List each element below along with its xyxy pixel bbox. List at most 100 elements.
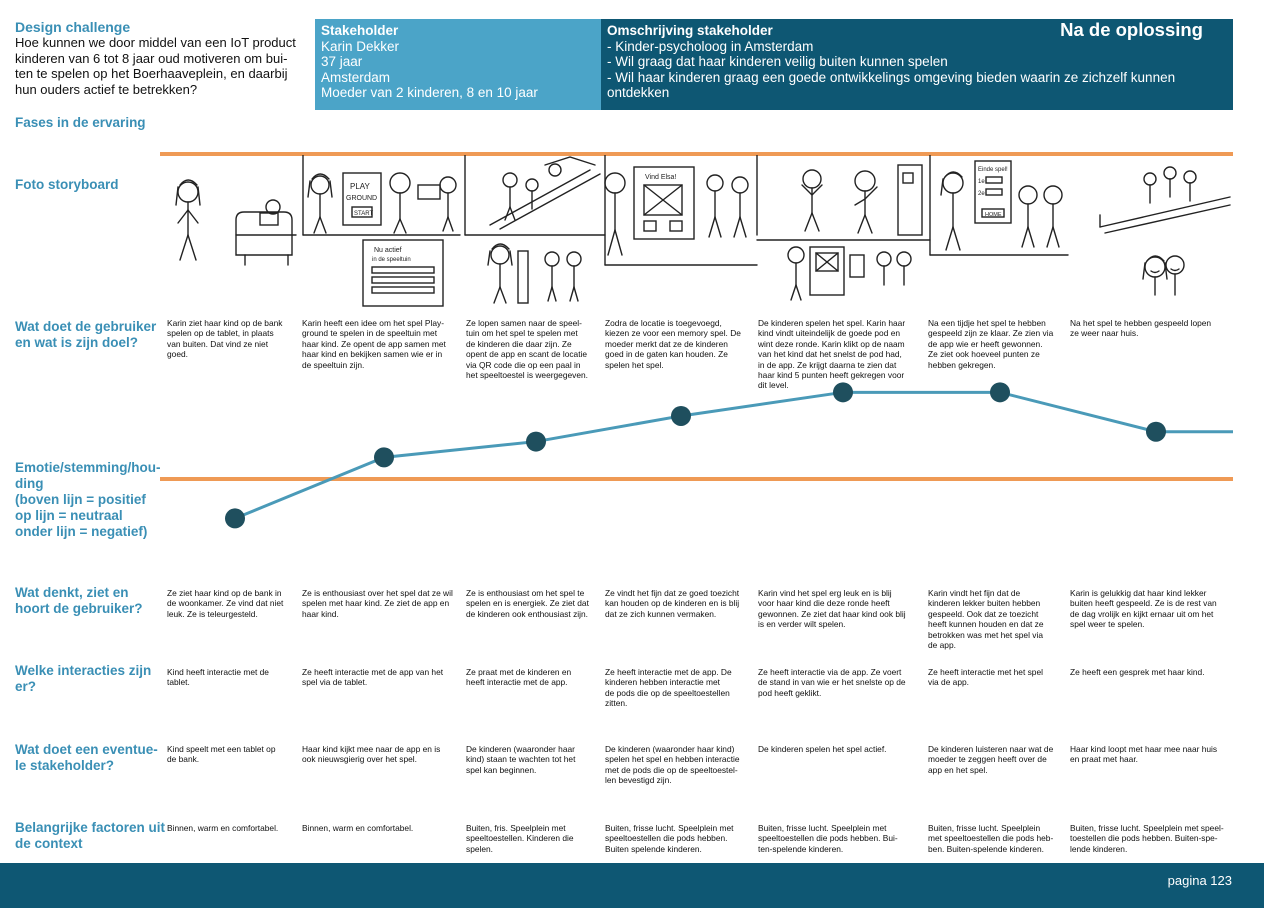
cell-interacties: Ze heeft interactie via de app. Ze voert… [758,667,906,698]
emotion-point [671,405,691,426]
design-challenge-title: Design challenge [15,19,131,35]
cell-line: Buiten, frisse lucht. Speelplein met spe… [1070,823,1224,833]
storyboard-text: START [354,211,373,217]
label-fases: Fases in de ervaring [15,115,146,130]
cell-line: Ze heeft interactie via de app. Ze voert [758,667,902,677]
cell-line: spelen het spel en hebben interactie [605,754,740,765]
cell-line: betrokken was met het spel via [928,629,1043,640]
cell-line: haar kind 5 punten heeft gekregen voor [758,370,905,381]
cell-line: Buiten, frisse lucht. Speelplein [928,823,1041,833]
cell-factoren: Binnen, warm en comfortabel. [302,823,413,833]
cell-line: Ze lopen samen naar de speel- [466,318,582,328]
cell-line: Kind heeft interactie met de [167,667,269,677]
label-line: onder lijn = negatief) [15,524,148,539]
cell-line: spelen. [466,843,494,854]
storyboard-text: Vind Elsa! [645,174,676,181]
cell-denkt: Ze ziet haar kind op de bank in de woonka… [167,588,283,619]
label-stakeholder-doet: Wat doet een eventue- le stakeholder? [15,742,158,774]
design-challenge: Design challenge Hoe kunnen we door midd… [15,19,310,97]
stakeholder-box: Stakeholder Karin Dekker 37 jaar Amsterd… [315,19,602,110]
cell-line: Na een tijdje het spel te hebben [928,318,1046,328]
cell-doet: De kinderen spelen het spel. Karin haar k… [758,318,905,391]
label-line: Welke interacties zijn [15,663,152,678]
cell-line: de bank. [167,754,200,765]
cell-line: kinderen lekker buiten hebben [928,598,1041,609]
cell-line: De kinderen luisteren naar wat de [928,744,1054,754]
phase-badge: Na de oplossing [1060,19,1203,40]
cell-line: Karin heeft een idee om het spel Play- [302,318,444,328]
cell-line: spelen en is energiek. Ze ziet dat [466,598,589,609]
storyboard-text: HOME [985,212,1002,218]
label-line: ding [15,476,44,491]
cell-line: gewonnen. Ze ziet dat haar kind ook blij [758,608,906,619]
storyboard-text: GROUND [346,195,377,202]
cell-line: de woonkamer. Ze vind dat niet [167,598,284,609]
cell-line: de app. [928,640,956,651]
label-line: hoort de gebruiker? [15,601,143,616]
storyboard-panel-3 [464,155,606,304]
cell-line: pod heeft geklikt. [758,687,822,698]
label-line: Belangrijke factoren uit [15,820,166,835]
cell-line: ten-spelende kinderen. [758,843,844,854]
cell-line: het speeltoestel is weergegeven. [466,370,588,381]
label-line: Emotie/stemming/hou- [15,460,161,475]
storyboard: PLAY GROUND START Nu actief in de speelt… [175,155,1231,307]
cell-line: len bevestigd zijn. [605,775,672,786]
cell-line: gespeeld zijn ze klaar. Ze zien via [928,328,1054,339]
stakeholder-line: Moeder van 2 kinderen, 8 en 10 jaar [321,85,538,100]
cell-line: lende kinderen. [1070,843,1128,854]
cell-line: tuin om het spel te spelen met [466,328,578,339]
label-storyboard: Foto storyboard [15,177,119,192]
cell-line: speeltoestellen die pods hebben. Bui- [758,833,898,844]
cell-line: Karin vind het spel erg leuk en is blij [758,588,892,598]
neutral-line [160,477,1233,481]
cell-line: en praat met haar. [1070,754,1138,765]
label-line: Wat doet een eventue- [15,742,158,757]
cell-interacties: Kind heeft interactie met de tablet. [167,667,269,688]
cell-line: opent de app en scant de locatie [466,349,588,360]
cell-stakeholder: Kind speelt met een tablet op de bank. [167,744,275,765]
cell-line: Ze heeft interactie met de app van het [302,667,444,677]
cell-line: speeltoestellen die pods hebben. [605,833,728,844]
cell-line: de pods die op de speeltoestellen [605,687,730,698]
emotion-line [234,390,1233,520]
label-emotie: Emotie/stemming/hou- ding (boven lijn = … [15,460,161,540]
cell-line: Haar kind kijkt mee naar de app en is [302,744,441,754]
cell-line: van buiten. Dat vind ze niet [167,338,269,349]
label-line: (boven lijn = positief [15,492,146,507]
design-challenge-line: ten te spelen op het Boerhaaveplein, en … [15,66,288,81]
cell-line: De kinderen spelen het spel actief. [758,744,887,754]
page-number: pagina 123 [1167,873,1232,888]
stakeholder-line: 37 jaar [321,54,363,69]
cell-line: hebben gekregen. [928,359,996,370]
storyboard-text: PLAY [350,182,371,191]
label-interacties: Welke interacties zijn er? [15,663,151,695]
cell-line: spelen het spel. [605,359,664,370]
cell-stakeholder: Haar kind kijkt mee naar de app en is ook… [302,744,440,765]
cell-factoren: Buiten, frisse lucht. Speelplein met spe… [1070,823,1224,854]
cell-line: Binnen, warm en comfortabel. [167,823,279,833]
cell-line: spel via de tablet. [302,677,368,688]
cell-line: toestellen die pods hebben. Buiten-spe- [1070,833,1218,844]
storyboard-panel-6: Einde spel! 1e 2e HOME [929,155,1069,256]
cell-line: kind) staan te wachten tot het [466,754,576,765]
cell-doet: Ze lopen samen naar de speel-tuin om het… [466,318,588,380]
label-line: le stakeholder? [15,758,115,773]
cell-factoren: Buiten, frisse lucht. Speelplein met spee… [605,823,733,854]
cell-line: Buiten spelende kinderen. [605,843,702,854]
cell-line: goed in de gaten kan houden. Ze [605,349,728,360]
cell-line: kiezen ze voor een memory spel. De [605,328,741,339]
cell-line: Ze heeft een gesprek met haar kind. [1070,667,1205,677]
cell-line: Karin vindt het fijn dat de [928,588,1021,598]
cell-line: haar kind en bekijken samen wie er in [302,349,443,360]
cell-line: de stand in van wie er het snelste op de [758,677,906,688]
cell-doet: Karin heeft een idee om het spel Play-gr… [302,318,446,370]
cell-denkt: Ze is enthousiast om het spel te spelen e… [466,588,589,619]
cell-line: spelen op de tablet, in plaats [167,328,274,339]
cell-line: Ze is enthousiast over het spel dat ze w… [302,588,453,598]
cell-denkt: Ze vindt het fijn dat ze goed toezicht ka… [605,588,739,619]
stakeholder-title: Stakeholder [321,23,399,38]
emotion-point [374,447,394,468]
cell-line: leuk. Ze is teleurgesteld. [167,608,258,619]
cell-line: met de pods die op de speeltoestel- [605,764,738,775]
